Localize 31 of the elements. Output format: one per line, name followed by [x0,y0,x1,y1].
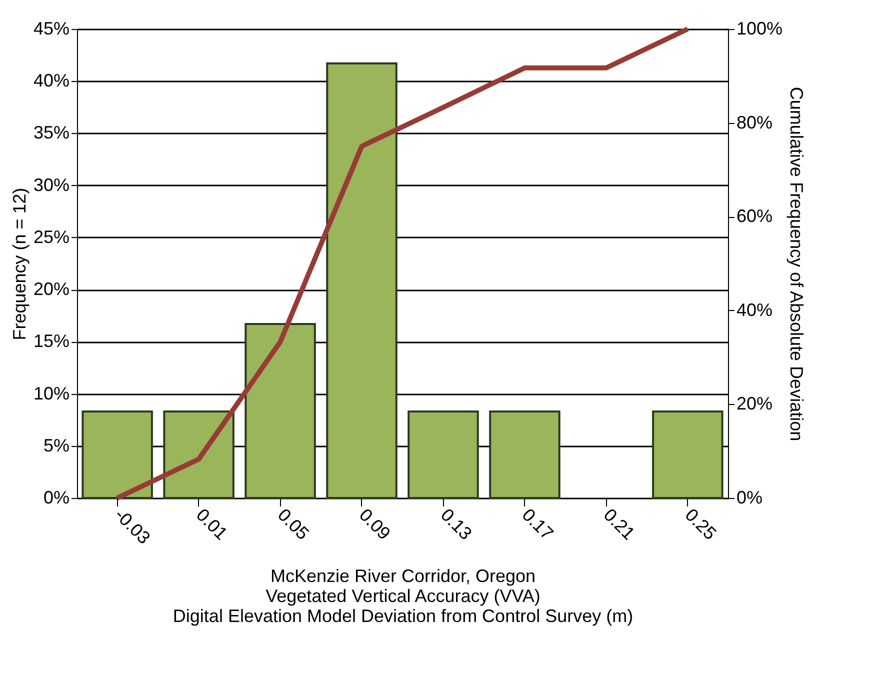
y-tick-label: 15% [33,331,70,352]
y-tick-label: 20% [33,279,70,300]
y-tick-label: 10% [33,383,70,404]
bar [326,62,398,499]
bar [652,410,724,499]
x-tick-label: 0.17 [518,504,558,544]
y2-axis-title: Cumulative Frequency of Absolute Deviation [786,86,807,442]
bar [82,410,153,499]
y2-tick-label: 60% [736,206,773,226]
y-tick-label: 5% [43,435,70,456]
x-tick-label: 0.09 [355,504,394,544]
y2-tick-label: 80% [736,112,773,132]
y2-tick-label: 20% [736,394,773,414]
y-tick-label: 30% [33,174,70,195]
bar [489,410,560,499]
y-tick-label: 0% [43,488,70,508]
y-axis-title: Frequency (n = 12) [9,188,30,340]
y2-tick-label: 100% [736,18,783,38]
y-tick-label: 35% [33,122,70,143]
x-tick-label: 0.05 [274,504,313,544]
y-tick-label: 25% [33,226,70,247]
y2-tick-label: 40% [736,300,773,320]
y-tick-label: 40% [33,70,70,91]
bar [163,410,234,499]
x-tick-label: 0.25 [681,504,720,544]
bar [244,322,316,499]
x-tick-label: 0.13 [436,504,476,544]
y-tick-label: 45% [33,18,70,38]
bar [408,410,479,499]
y2-tick-label: 0% [736,488,763,508]
x-axis-title: McKenzie River Corridor, Oregon Vegetated Vertical Accuracy (VVA) Digital Elevation Model Deviation from Control Survey (m) [172,566,634,626]
